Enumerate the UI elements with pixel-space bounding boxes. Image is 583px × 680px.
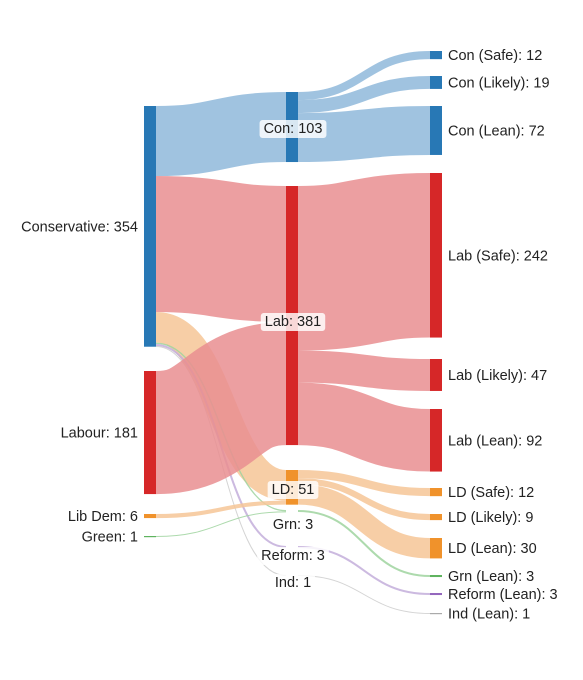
node-con_safe	[430, 51, 442, 60]
flow-lab_mid-to-lab_likely	[297, 350, 431, 391]
node-ld_likely	[430, 514, 442, 521]
flow-ld_mid-to-ld_likely	[297, 478, 431, 521]
node-ld_lean	[430, 538, 442, 559]
node-con_likely	[430, 76, 442, 89]
flow-ld_mid-to-ld_lean	[297, 484, 431, 559]
label-ind_mid: Ind: 1	[275, 575, 311, 591]
flow-grn_mid-to-grn_lean	[297, 510, 431, 578]
node-lab_safe	[430, 173, 442, 338]
flow-lab_mid-to-lab_lean	[297, 382, 431, 472]
node-con_src	[144, 106, 156, 347]
node-ref_lean	[430, 593, 442, 596]
label-grn_mid: Grn: 3	[273, 517, 313, 533]
label-con_likely: Con (Likely): 19	[448, 75, 550, 91]
flow-ld_src-to-ld_mid	[155, 500, 287, 519]
label-bg-ref_mid	[257, 547, 329, 565]
flow-con_src-to-lab_mid	[155, 176, 287, 322]
label-bg-con_mid	[259, 120, 327, 138]
flow-con_mid-to-con_likely	[297, 76, 431, 114]
label-ld_lean: LD (Lean): 30	[448, 541, 537, 557]
label-lab_src: Labour: 181	[61, 426, 138, 442]
label-lab_lean: Lab (Lean): 92	[448, 433, 542, 449]
flow-lab_mid-to-lab_safe	[296, 173, 432, 351]
label-ld_src: Lib Dem: 6	[68, 509, 138, 525]
label-grn_lean: Grn (Lean): 3	[448, 569, 534, 585]
label-con_lean: Con (Lean): 72	[448, 123, 545, 139]
label-lab_safe: Lab (Safe): 242	[448, 248, 548, 264]
node-ind_lean	[430, 613, 442, 615]
label-con_src: Conservative: 354	[21, 219, 138, 235]
label-lab_likely: Lab (Likely): 47	[448, 368, 547, 384]
label-ref_mid: Reform: 3	[261, 548, 325, 564]
label-lab_mid: Lab: 381	[265, 314, 321, 330]
flow-grn_src-to-grn_mid	[155, 511, 287, 537]
label-bg-lab_mid	[260, 313, 326, 331]
node-lab_src	[144, 371, 156, 495]
label-con_safe: Con (Safe): 12	[448, 48, 542, 64]
label-bg-ind_mid	[270, 574, 316, 592]
label-ld_safe: LD (Safe): 12	[448, 485, 534, 501]
node-lab_likely	[430, 359, 442, 391]
label-bg-grn_mid	[268, 516, 318, 534]
flow-lab_src-to-lab_mid	[152, 322, 290, 495]
node-ld_safe	[430, 488, 442, 497]
node-grn_src	[144, 536, 156, 538]
flow-ld_mid-to-ld_safe	[297, 470, 431, 497]
sankey-labels: Conservative: 354 Labour: 181 Lib Dem: 6 Gr…	[21, 48, 557, 623]
node-grn_lean	[430, 575, 442, 578]
label-ind_lean: Ind (Lean): 1	[448, 607, 530, 623]
label-bg-ld_mid	[267, 481, 319, 499]
node-con_lean	[430, 106, 442, 155]
node-lab_lean	[430, 409, 442, 472]
label-ref_lean: Reform (Lean): 3	[448, 587, 558, 603]
flow-con_mid-to-con_safe	[297, 51, 431, 101]
label-ld_mid: LD: 51	[272, 482, 315, 498]
node-ld_src	[144, 514, 156, 519]
label-con_mid: Con: 103	[264, 121, 323, 137]
flow-ind_mid-to-ind_lean	[297, 575, 431, 614]
label-grn_src: Green: 1	[82, 530, 138, 546]
label-ld_likely: LD (Likely): 9	[448, 510, 533, 526]
